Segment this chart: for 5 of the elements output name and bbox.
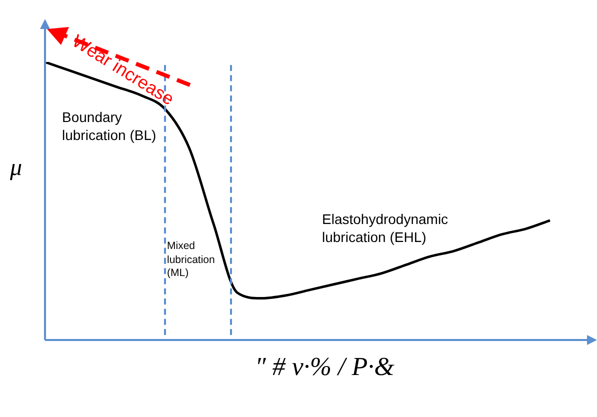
- annotation: Mixed lubrication (ML): [167, 240, 216, 281]
- x-axis-title: ″ # v·% / P·&: [255, 352, 394, 382]
- y-axis-title: μ: [10, 155, 22, 182]
- annotation: Elastohydrodynamic lubrication (EHL): [322, 210, 450, 246]
- annotation: Boundary lubrication (BL): [62, 108, 157, 144]
